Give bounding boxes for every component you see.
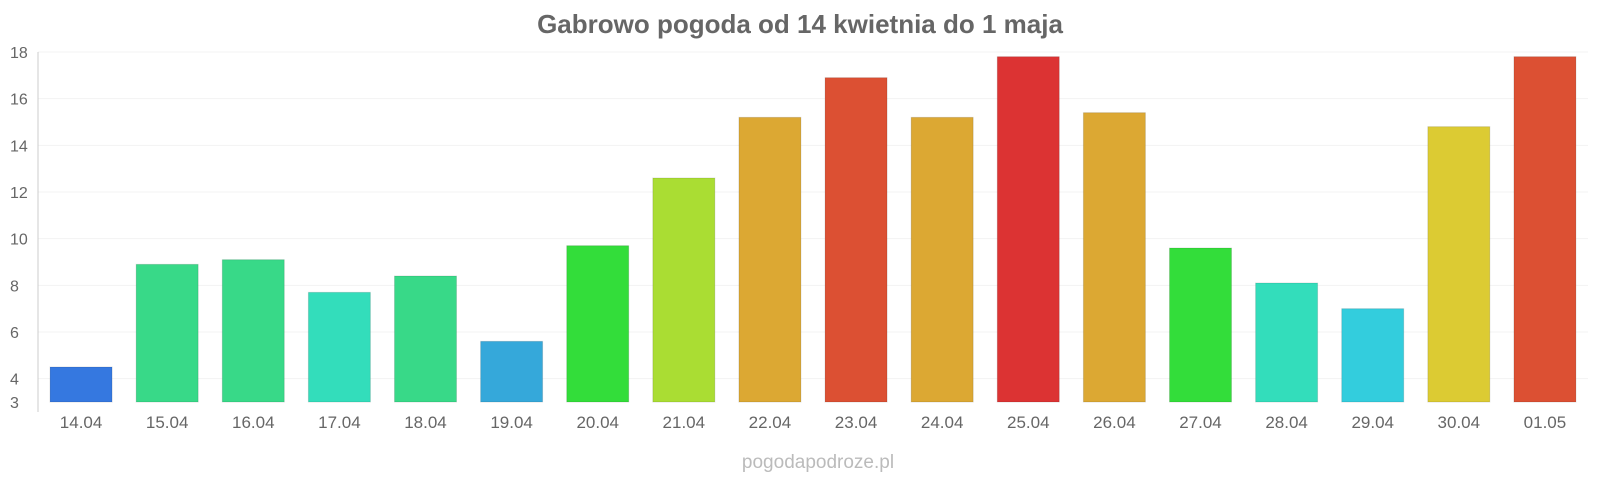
- bar-27.04: [1169, 247, 1232, 403]
- x-tick-label: 29.04: [1351, 413, 1394, 432]
- x-tick-label: 30.04: [1438, 413, 1481, 432]
- x-tick-label: 14.04: [60, 413, 103, 432]
- bar-22.04: [738, 116, 802, 403]
- bar-19.04: [480, 340, 544, 403]
- chart-title: Gabrowo pogoda od 14 kwietnia do 1 maja: [537, 9, 1063, 39]
- x-tick-label: 15.04: [146, 413, 189, 432]
- grid-lines: [38, 51, 1588, 380]
- bar-15.04: [135, 263, 199, 403]
- x-tick-label: 25.04: [1007, 413, 1050, 432]
- x-axis-tick-labels: 14.04 15.04 16.04 17.04 18.04 19.04 20.04 21.04…: [60, 413, 1566, 432]
- x-tick-label: 22.04: [749, 413, 792, 432]
- y-axis-tick-labels: 3 4 6 8 10 12 14 16 18: [10, 45, 28, 412]
- bar-28.04: [1255, 282, 1319, 403]
- x-tick-label: 21.04: [663, 413, 706, 432]
- x-tick-label: 23.04: [835, 413, 878, 432]
- y-tick-label: 16: [10, 92, 28, 109]
- x-tick-label: 18.04: [404, 413, 447, 432]
- bars: [49, 56, 1577, 403]
- x-tick-label: 20.04: [576, 413, 619, 432]
- bar-17.04: [307, 291, 371, 403]
- x-tick-label: 27.04: [1179, 413, 1222, 432]
- y-tick-label: 4: [10, 372, 19, 389]
- x-tick-label: 01.05: [1524, 413, 1567, 432]
- y-tick-label: 10: [10, 232, 28, 249]
- x-tick-label: 24.04: [921, 413, 964, 432]
- bar-26.04: [1082, 112, 1146, 403]
- y-tick-label: 14: [10, 138, 28, 155]
- bar-25.04: [996, 56, 1060, 403]
- y-tick-label: 12: [10, 185, 28, 202]
- bar-23.04: [824, 77, 888, 403]
- source-watermark: pogodapodroze.pl: [742, 452, 894, 473]
- bar-24.04: [910, 116, 974, 403]
- x-tick-label: 28.04: [1265, 413, 1308, 432]
- bar-18.04: [394, 275, 457, 403]
- y-tick-label: 3: [10, 395, 19, 412]
- y-tick-label: 6: [10, 325, 19, 342]
- bar-21.04: [652, 177, 716, 403]
- bar-01.05: [1513, 56, 1577, 403]
- x-tick-label: 17.04: [318, 413, 361, 432]
- x-tick-label: 19.04: [490, 413, 533, 432]
- y-tick-label: 18: [10, 45, 28, 62]
- y-tick-label: 8: [10, 278, 19, 295]
- x-tick-label: 26.04: [1093, 413, 1136, 432]
- bar-16.04: [221, 259, 285, 403]
- x-tick-label: 16.04: [232, 413, 275, 432]
- bar-20.04: [566, 245, 630, 403]
- bar-14.04: [49, 366, 113, 403]
- bar-30.04: [1427, 126, 1491, 403]
- bar-29.04: [1341, 308, 1405, 403]
